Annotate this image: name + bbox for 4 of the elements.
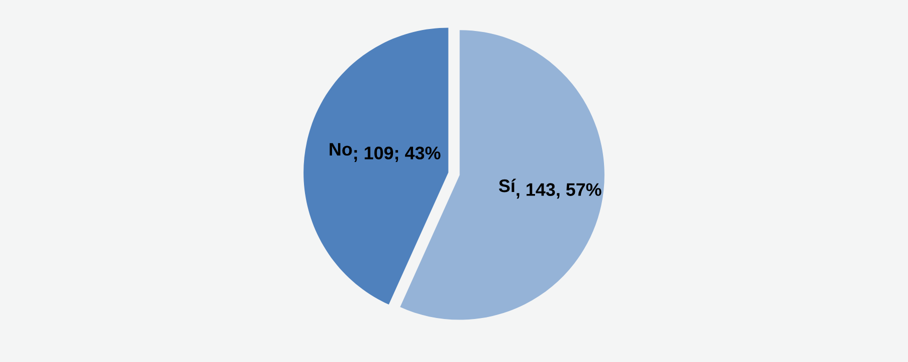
slice-label: Sí: [498, 178, 516, 192]
slice-label: No: [330, 143, 352, 156]
data-label: , 143, 57%: [516, 183, 602, 199]
data-label: ; 109; 43%: [354, 146, 440, 162]
